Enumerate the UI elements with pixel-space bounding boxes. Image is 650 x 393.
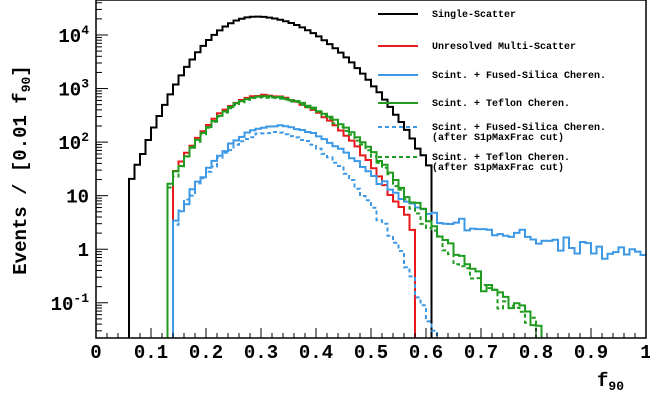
- x-tick-label: 0.8: [519, 342, 553, 364]
- x-axis-title: f90: [597, 370, 624, 393]
- series-0-histogram: [128, 15, 433, 338]
- legend: Single-Scatter Unresolved Multi-Scatter Sc…: [378, 9, 606, 174]
- y-axis-title: Events / [0.01 f90]: [10, 65, 34, 274]
- legend-label-4: Scint. + Fused-Silica Cheren.: [432, 122, 606, 134]
- legend-label-5: (after S1pMaxFrac cut): [432, 162, 564, 174]
- y-tick-label: 104: [58, 23, 89, 48]
- x-tick-label: 0.9: [574, 342, 608, 364]
- y-tick-label: 102: [58, 130, 89, 155]
- y-tick-label: 103: [58, 77, 89, 102]
- x-tick-label: 0.1: [134, 342, 168, 364]
- x-ticks: 0 0.1 0.2 0.3 0.4 0.5 0.6 0.7 0.8 0.9 1: [90, 328, 650, 364]
- legend-label-0: Single-Scatter: [432, 9, 516, 21]
- x-tick-label: 0.5: [354, 342, 388, 364]
- legend-label-5: Scint. + Teflon Cheren.: [432, 152, 570, 164]
- series-layer: [128, 15, 646, 338]
- legend-label-4: (after S1pMaxFrac cut): [432, 132, 564, 144]
- series-2-histogram: [172, 124, 646, 338]
- x-tick-label: 0.2: [189, 342, 223, 364]
- x-tick-label: 0.3: [244, 342, 278, 364]
- x-tick-label: 0: [90, 342, 101, 364]
- y-tick-label: 1: [78, 240, 89, 262]
- x-tick-label: 0.6: [409, 342, 443, 364]
- series-5-histogram: [166, 96, 537, 338]
- y-ticks: 10-1 1 10 102 103 104: [51, 2, 108, 332]
- y-tick-label: 10-1: [51, 291, 90, 316]
- legend-label-3: Scint. + Teflon Cheren.: [432, 98, 570, 110]
- x-tick-label: 1: [640, 342, 650, 364]
- x-tick-label: 0.7: [464, 342, 498, 364]
- series-4-histogram: [172, 131, 438, 338]
- y-tick-label: 10: [66, 187, 89, 209]
- legend-label-2: Scint. + Fused-Silica Cheren.: [432, 70, 606, 82]
- legend-label-1: Unresolved Multi-Scatter: [432, 41, 576, 53]
- x-tick-label: 0.4: [299, 342, 333, 364]
